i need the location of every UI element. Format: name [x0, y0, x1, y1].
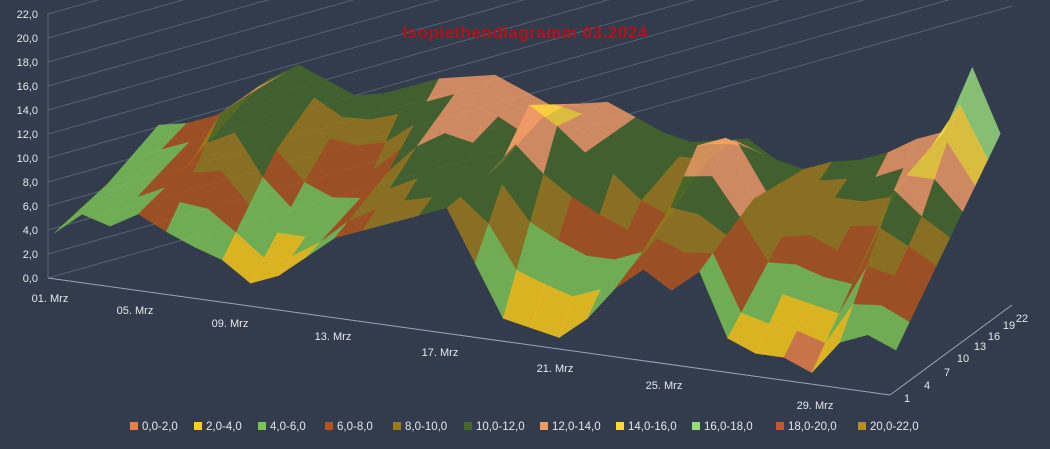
- gridline: [47, 0, 610, 159]
- gridline: [47, 0, 100, 15]
- legend-label: 6,0-8,0: [337, 421, 373, 433]
- x-tick-label: 09. Mrz: [212, 318, 249, 330]
- y-axis-ticks: 0,0 2,0 4,0 6,0 8,0 10,0 12,0 14,0 16,0 18,0 20,0 2…: [17, 9, 38, 285]
- depth-tick-label: 1: [904, 393, 910, 405]
- depth-tick-label: 16: [988, 331, 1000, 343]
- legend-label: 20,0-22,0: [870, 421, 919, 433]
- floor-front-edge: [47, 277, 891, 396]
- legend-label: 10,0-12,0: [476, 421, 525, 433]
- legend-swatch: [464, 422, 472, 430]
- x-axis-ticks: 01. Mrz 05. Mrz 09. Mrz 13. Mrz 17. Mrz 21. M…: [32, 293, 834, 412]
- y-tick-label: 16,0: [17, 81, 38, 93]
- y-tick-label: 14,0: [17, 105, 38, 117]
- depth-tick-label: 4: [924, 380, 930, 392]
- legend-entry: 2,0-4,0: [194, 421, 242, 433]
- x-tick-label: 21. Mrz: [537, 363, 574, 375]
- chart-title: Isopiethendiagramm 03.2024: [402, 23, 647, 42]
- y-tick-label: 22,0: [17, 9, 38, 21]
- legend-entry: 8,0-10,0: [393, 421, 447, 433]
- gridline: [47, 0, 440, 111]
- legend-swatch: [130, 422, 138, 430]
- legend-swatch: [194, 422, 202, 430]
- legend-entry: 10,0-12,0: [464, 421, 525, 433]
- x-tick-label: 05. Mrz: [117, 305, 154, 317]
- y-tick-label: 20,0: [17, 33, 38, 45]
- legend-label: 14,0-16,0: [628, 421, 677, 433]
- legend-entry: 12,0-14,0: [540, 421, 601, 433]
- legend-entry: 14,0-16,0: [616, 421, 677, 433]
- y-tick-label: 18,0: [17, 57, 38, 69]
- depth-tick-label: 19: [1003, 320, 1015, 332]
- depth-tick-label: 13: [974, 341, 986, 353]
- gridline: [47, 0, 355, 87]
- legend-entry: 4,0-6,0: [258, 421, 306, 433]
- x-tick-label: 17. Mrz: [422, 347, 459, 359]
- legend-entry: 16,0-18,0: [692, 421, 753, 433]
- legend-label: 12,0-14,0: [552, 421, 601, 433]
- x-tick-label: 01. Mrz: [32, 293, 69, 305]
- gridline: [47, 0, 525, 135]
- depth-tick-label: 22: [1016, 313, 1028, 325]
- legend-label: 0,0-2,0: [142, 421, 178, 433]
- y-tick-label: 8,0: [23, 177, 38, 189]
- legend-label: 18,0-20,0: [788, 421, 837, 433]
- legend-swatch: [393, 422, 401, 430]
- legend-label: 4,0-6,0: [270, 421, 306, 433]
- legend-label: 16,0-18,0: [704, 421, 753, 433]
- y-tick-label: 0,0: [23, 273, 38, 285]
- legend-swatch: [258, 422, 266, 430]
- legend-entry: 6,0-8,0: [325, 421, 373, 433]
- x-tick-label: 13. Mrz: [315, 331, 352, 343]
- x-tick-label: 25. Mrz: [646, 380, 683, 392]
- legend-entry: 0,0-2,0: [130, 421, 178, 433]
- gridline: [47, 0, 270, 63]
- legend-entry: 20,0-22,0: [858, 421, 919, 433]
- legend-swatch: [616, 422, 624, 430]
- y-tick-label: 6,0: [23, 201, 38, 213]
- floor-right-edge: [889, 304, 1013, 396]
- surface-plot: [53, 64, 1001, 374]
- y-tick-label: 2,0: [23, 249, 38, 261]
- legend-swatch: [858, 422, 866, 430]
- legend-swatch: [540, 422, 548, 430]
- y-tick-label: 4,0: [23, 225, 38, 237]
- chart-legend: 0,0-2,0 2,0-4,0 4,0-6,0 6,0-8,0 8,0-10,0 10,0…: [130, 421, 919, 433]
- depth-tick-label: 10: [957, 353, 969, 365]
- y-tick-label: 12,0: [17, 129, 38, 141]
- surface-facet: [867, 304, 910, 351]
- legend-entry: 18,0-20,0: [776, 421, 837, 433]
- legend-swatch: [692, 422, 700, 430]
- legend-swatch: [325, 422, 333, 430]
- legend-label: 8,0-10,0: [405, 421, 447, 433]
- x-tick-label: 29. Mrz: [797, 400, 834, 412]
- legend-swatch: [776, 422, 784, 430]
- y-tick-label: 10,0: [17, 153, 38, 165]
- legend-label: 2,0-4,0: [206, 421, 242, 433]
- depth-tick-label: 7: [944, 367, 950, 379]
